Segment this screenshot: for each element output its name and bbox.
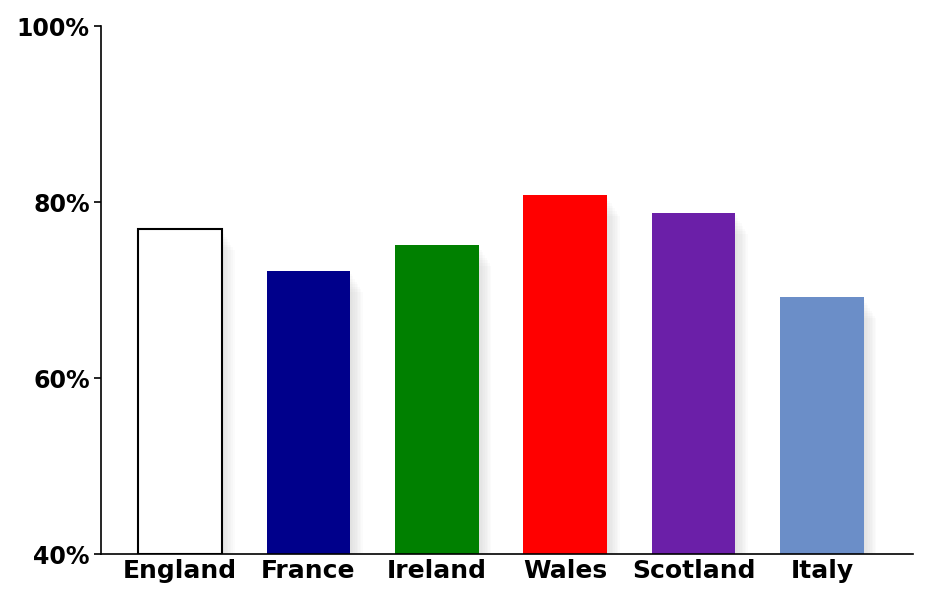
Bar <box>525 198 608 554</box>
Bar <box>526 200 610 554</box>
Bar <box>791 316 875 554</box>
Bar <box>148 245 232 554</box>
Bar <box>658 223 741 554</box>
Bar <box>403 258 486 554</box>
Bar <box>657 221 740 554</box>
Bar <box>663 232 747 554</box>
Bar <box>140 232 223 554</box>
Bar <box>139 229 222 554</box>
Bar <box>528 203 612 554</box>
Bar <box>150 247 233 554</box>
Bar <box>141 234 225 554</box>
Bar <box>665 234 748 554</box>
Bar <box>402 255 485 554</box>
Bar <box>654 215 737 554</box>
Bar <box>274 284 358 554</box>
Bar <box>280 292 363 554</box>
Bar <box>787 308 870 554</box>
Bar <box>397 247 480 554</box>
Bar <box>655 218 738 554</box>
Bar <box>535 214 618 554</box>
Bar <box>789 311 871 554</box>
Bar <box>785 305 869 554</box>
Bar <box>145 239 228 554</box>
Bar <box>780 298 864 554</box>
Bar <box>408 266 491 554</box>
Bar <box>406 263 490 554</box>
Bar <box>400 253 484 554</box>
Bar <box>783 302 867 554</box>
Bar <box>267 271 351 554</box>
Bar <box>661 229 745 554</box>
Bar <box>152 250 234 554</box>
Bar <box>659 226 743 554</box>
Bar <box>269 274 352 554</box>
Bar <box>530 206 613 554</box>
Bar <box>146 242 230 554</box>
Bar <box>272 279 355 554</box>
Bar <box>793 319 876 554</box>
Bar <box>405 260 488 554</box>
Bar <box>652 213 736 554</box>
Bar <box>276 287 360 554</box>
Bar <box>270 276 353 554</box>
Bar <box>533 211 617 554</box>
Bar <box>524 195 607 554</box>
Bar <box>790 313 873 554</box>
Bar <box>531 208 615 554</box>
Bar <box>782 300 865 554</box>
Bar <box>398 250 482 554</box>
Bar <box>537 217 619 554</box>
Bar <box>278 289 362 554</box>
Bar <box>143 236 227 554</box>
Bar <box>273 281 356 554</box>
Bar <box>395 245 479 554</box>
